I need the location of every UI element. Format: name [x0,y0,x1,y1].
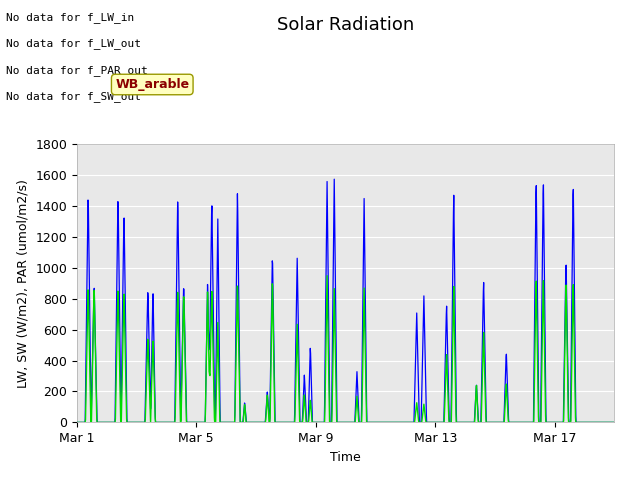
Text: No data for f_PAR_out: No data for f_PAR_out [6,65,148,76]
Y-axis label: LW, SW (W/m2), PAR (umol/m2/s): LW, SW (W/m2), PAR (umol/m2/s) [17,179,29,388]
X-axis label: Time: Time [330,451,361,464]
Text: No data for f_SW_out: No data for f_SW_out [6,91,141,102]
Text: WB_arable: WB_arable [115,78,189,91]
Text: No data for f_LW_out: No data for f_LW_out [6,38,141,49]
Title: Solar Radiation: Solar Radiation [277,16,414,34]
Text: No data for f_LW_in: No data for f_LW_in [6,12,134,23]
